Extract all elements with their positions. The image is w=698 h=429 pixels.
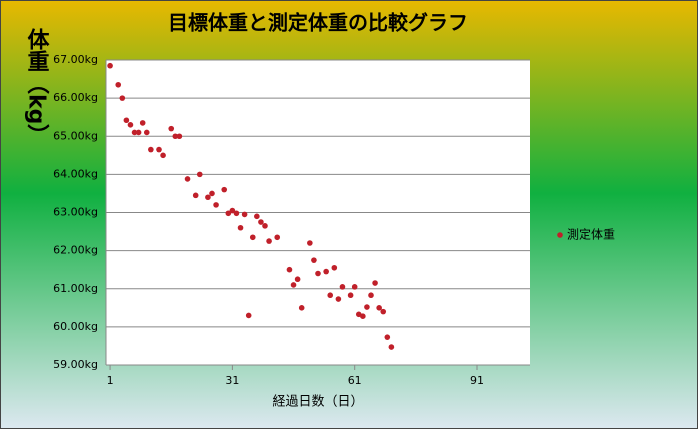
point bbox=[107, 62, 113, 69]
chart-title: 目標体重と測定体重の比較グラフ bbox=[168, 11, 468, 35]
point bbox=[156, 146, 162, 153]
y-tick-label: 59.00kg bbox=[53, 358, 98, 371]
point bbox=[209, 190, 215, 197]
x-tick-label: 61 bbox=[348, 374, 362, 387]
point bbox=[384, 334, 391, 340]
point bbox=[229, 207, 236, 214]
point bbox=[290, 282, 297, 288]
point bbox=[307, 240, 313, 246]
point bbox=[339, 284, 346, 290]
legend-marker bbox=[557, 232, 563, 238]
point bbox=[148, 146, 154, 153]
y-tick-label: 62.00kg bbox=[53, 244, 98, 257]
point bbox=[298, 305, 305, 311]
point bbox=[388, 344, 395, 350]
point bbox=[380, 308, 387, 315]
y-tick-label: 66.00kg bbox=[53, 91, 98, 104]
point bbox=[323, 268, 329, 275]
point bbox=[139, 120, 146, 126]
point bbox=[213, 202, 219, 208]
point bbox=[221, 186, 228, 193]
legend-label: 測定体重 bbox=[567, 227, 615, 242]
point bbox=[360, 313, 366, 320]
point bbox=[237, 224, 244, 231]
y-tick-label: 67.00kg bbox=[53, 53, 98, 66]
point bbox=[184, 176, 191, 182]
point bbox=[258, 219, 264, 225]
x-tick-label: 1 bbox=[107, 374, 114, 387]
x-tick-label: 31 bbox=[225, 374, 239, 387]
point bbox=[176, 133, 183, 140]
point bbox=[115, 81, 122, 88]
point bbox=[351, 284, 358, 290]
point bbox=[331, 264, 338, 271]
point bbox=[143, 129, 150, 136]
point bbox=[286, 266, 293, 273]
point bbox=[225, 210, 232, 217]
point bbox=[172, 133, 179, 140]
point bbox=[196, 171, 203, 178]
y-axis-title: 体重（kg） bbox=[24, 28, 50, 146]
point bbox=[335, 296, 342, 302]
x-axis-title: 経過日数（日） bbox=[272, 395, 363, 410]
y-tick-label: 60.00kg bbox=[53, 320, 98, 333]
y-tick-label: 65.00kg bbox=[53, 129, 98, 142]
point bbox=[233, 210, 240, 217]
y-tick-label: 64.00kg bbox=[53, 167, 98, 180]
point bbox=[311, 257, 317, 263]
point bbox=[192, 192, 199, 199]
point bbox=[249, 234, 256, 241]
point bbox=[123, 117, 130, 124]
point bbox=[294, 276, 301, 283]
point bbox=[205, 194, 211, 201]
point bbox=[245, 312, 252, 319]
point bbox=[266, 238, 272, 244]
point bbox=[364, 304, 370, 310]
point bbox=[315, 270, 321, 277]
point bbox=[327, 292, 334, 299]
point bbox=[241, 211, 248, 218]
point bbox=[347, 292, 354, 299]
x-tick-label: 91 bbox=[470, 374, 484, 387]
point bbox=[119, 95, 126, 101]
point bbox=[274, 234, 281, 241]
point bbox=[376, 305, 382, 311]
y-tick-label: 61.00kg bbox=[53, 282, 98, 295]
point bbox=[160, 152, 166, 159]
point bbox=[254, 213, 260, 220]
point bbox=[262, 223, 268, 229]
point bbox=[131, 129, 138, 136]
point bbox=[127, 122, 134, 128]
point bbox=[135, 129, 142, 136]
y-tick-label: 63.00kg bbox=[53, 206, 98, 219]
point bbox=[168, 125, 175, 132]
point bbox=[368, 292, 374, 299]
point bbox=[372, 280, 378, 286]
